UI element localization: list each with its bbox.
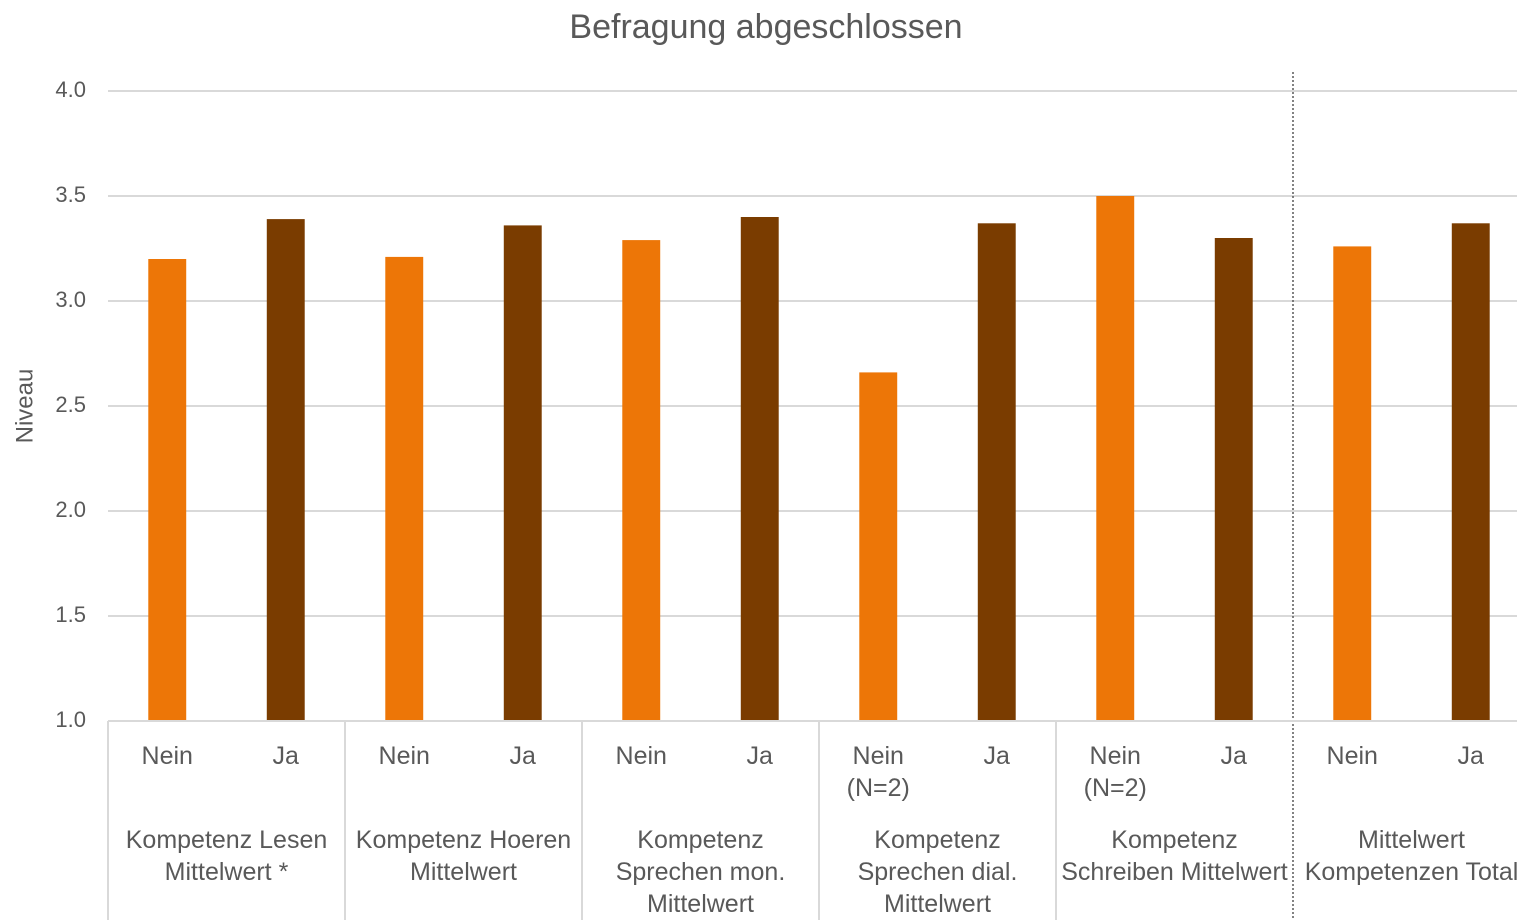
- y-tick-label: 1.0: [55, 707, 86, 732]
- group-label: Kompetenz Schreiben Mittelwert: [1061, 826, 1288, 886]
- x-tick-label: Ja: [746, 742, 773, 770]
- bar: [385, 256, 424, 721]
- x-tick-label: Nein: [1326, 742, 1378, 770]
- bar: [622, 240, 661, 721]
- bar: [1451, 223, 1490, 722]
- x-tick-label: Nein: [615, 742, 667, 770]
- x-tick-label: Ja: [1220, 742, 1247, 770]
- x-tick-label: Ja: [983, 742, 1010, 770]
- x-tick-label: Nein (N=2): [846, 742, 910, 802]
- y-tick-label: 2.0: [55, 497, 86, 522]
- y-tick-label: 4.0: [55, 77, 86, 102]
- x-tick-label: Nein: [141, 742, 193, 770]
- x-tick-label: Ja: [509, 742, 536, 770]
- y-tick-label: 3.0: [55, 287, 86, 312]
- group-label: Kompetenz Hoeren Mittelwert: [355, 826, 572, 886]
- chart-title: Befragung abgeschlossen: [569, 8, 962, 46]
- x-tick-label: Nein: [378, 742, 430, 770]
- bar: [1214, 238, 1253, 721]
- y-tick-label: 2.5: [55, 392, 86, 417]
- x-tick-label: Nein (N=2): [1083, 742, 1147, 802]
- group-label: Mittelwert Kompetenzen Total: [1304, 826, 1517, 886]
- y-axis-label: Niveau: [11, 369, 38, 444]
- group-label: Kompetenz Sprechen dial. Mittelwert: [857, 826, 1018, 918]
- y-tick-label: 1.5: [55, 602, 86, 627]
- bar: [503, 225, 542, 721]
- bar: [977, 223, 1016, 722]
- bar: [148, 259, 187, 721]
- group-label: Kompetenz Sprechen mon. Mittelwert: [615, 826, 786, 918]
- bar: [266, 219, 305, 721]
- x-tick-label: Ja: [272, 742, 299, 770]
- x-tick-label: Ja: [1457, 742, 1484, 770]
- bar: [1096, 196, 1135, 721]
- group-label: Kompetenz Lesen Mittelwert *: [125, 826, 328, 886]
- y-tick-label: 3.5: [55, 182, 86, 207]
- bar: [1333, 246, 1372, 721]
- bar: [859, 372, 898, 721]
- bar: [740, 217, 779, 721]
